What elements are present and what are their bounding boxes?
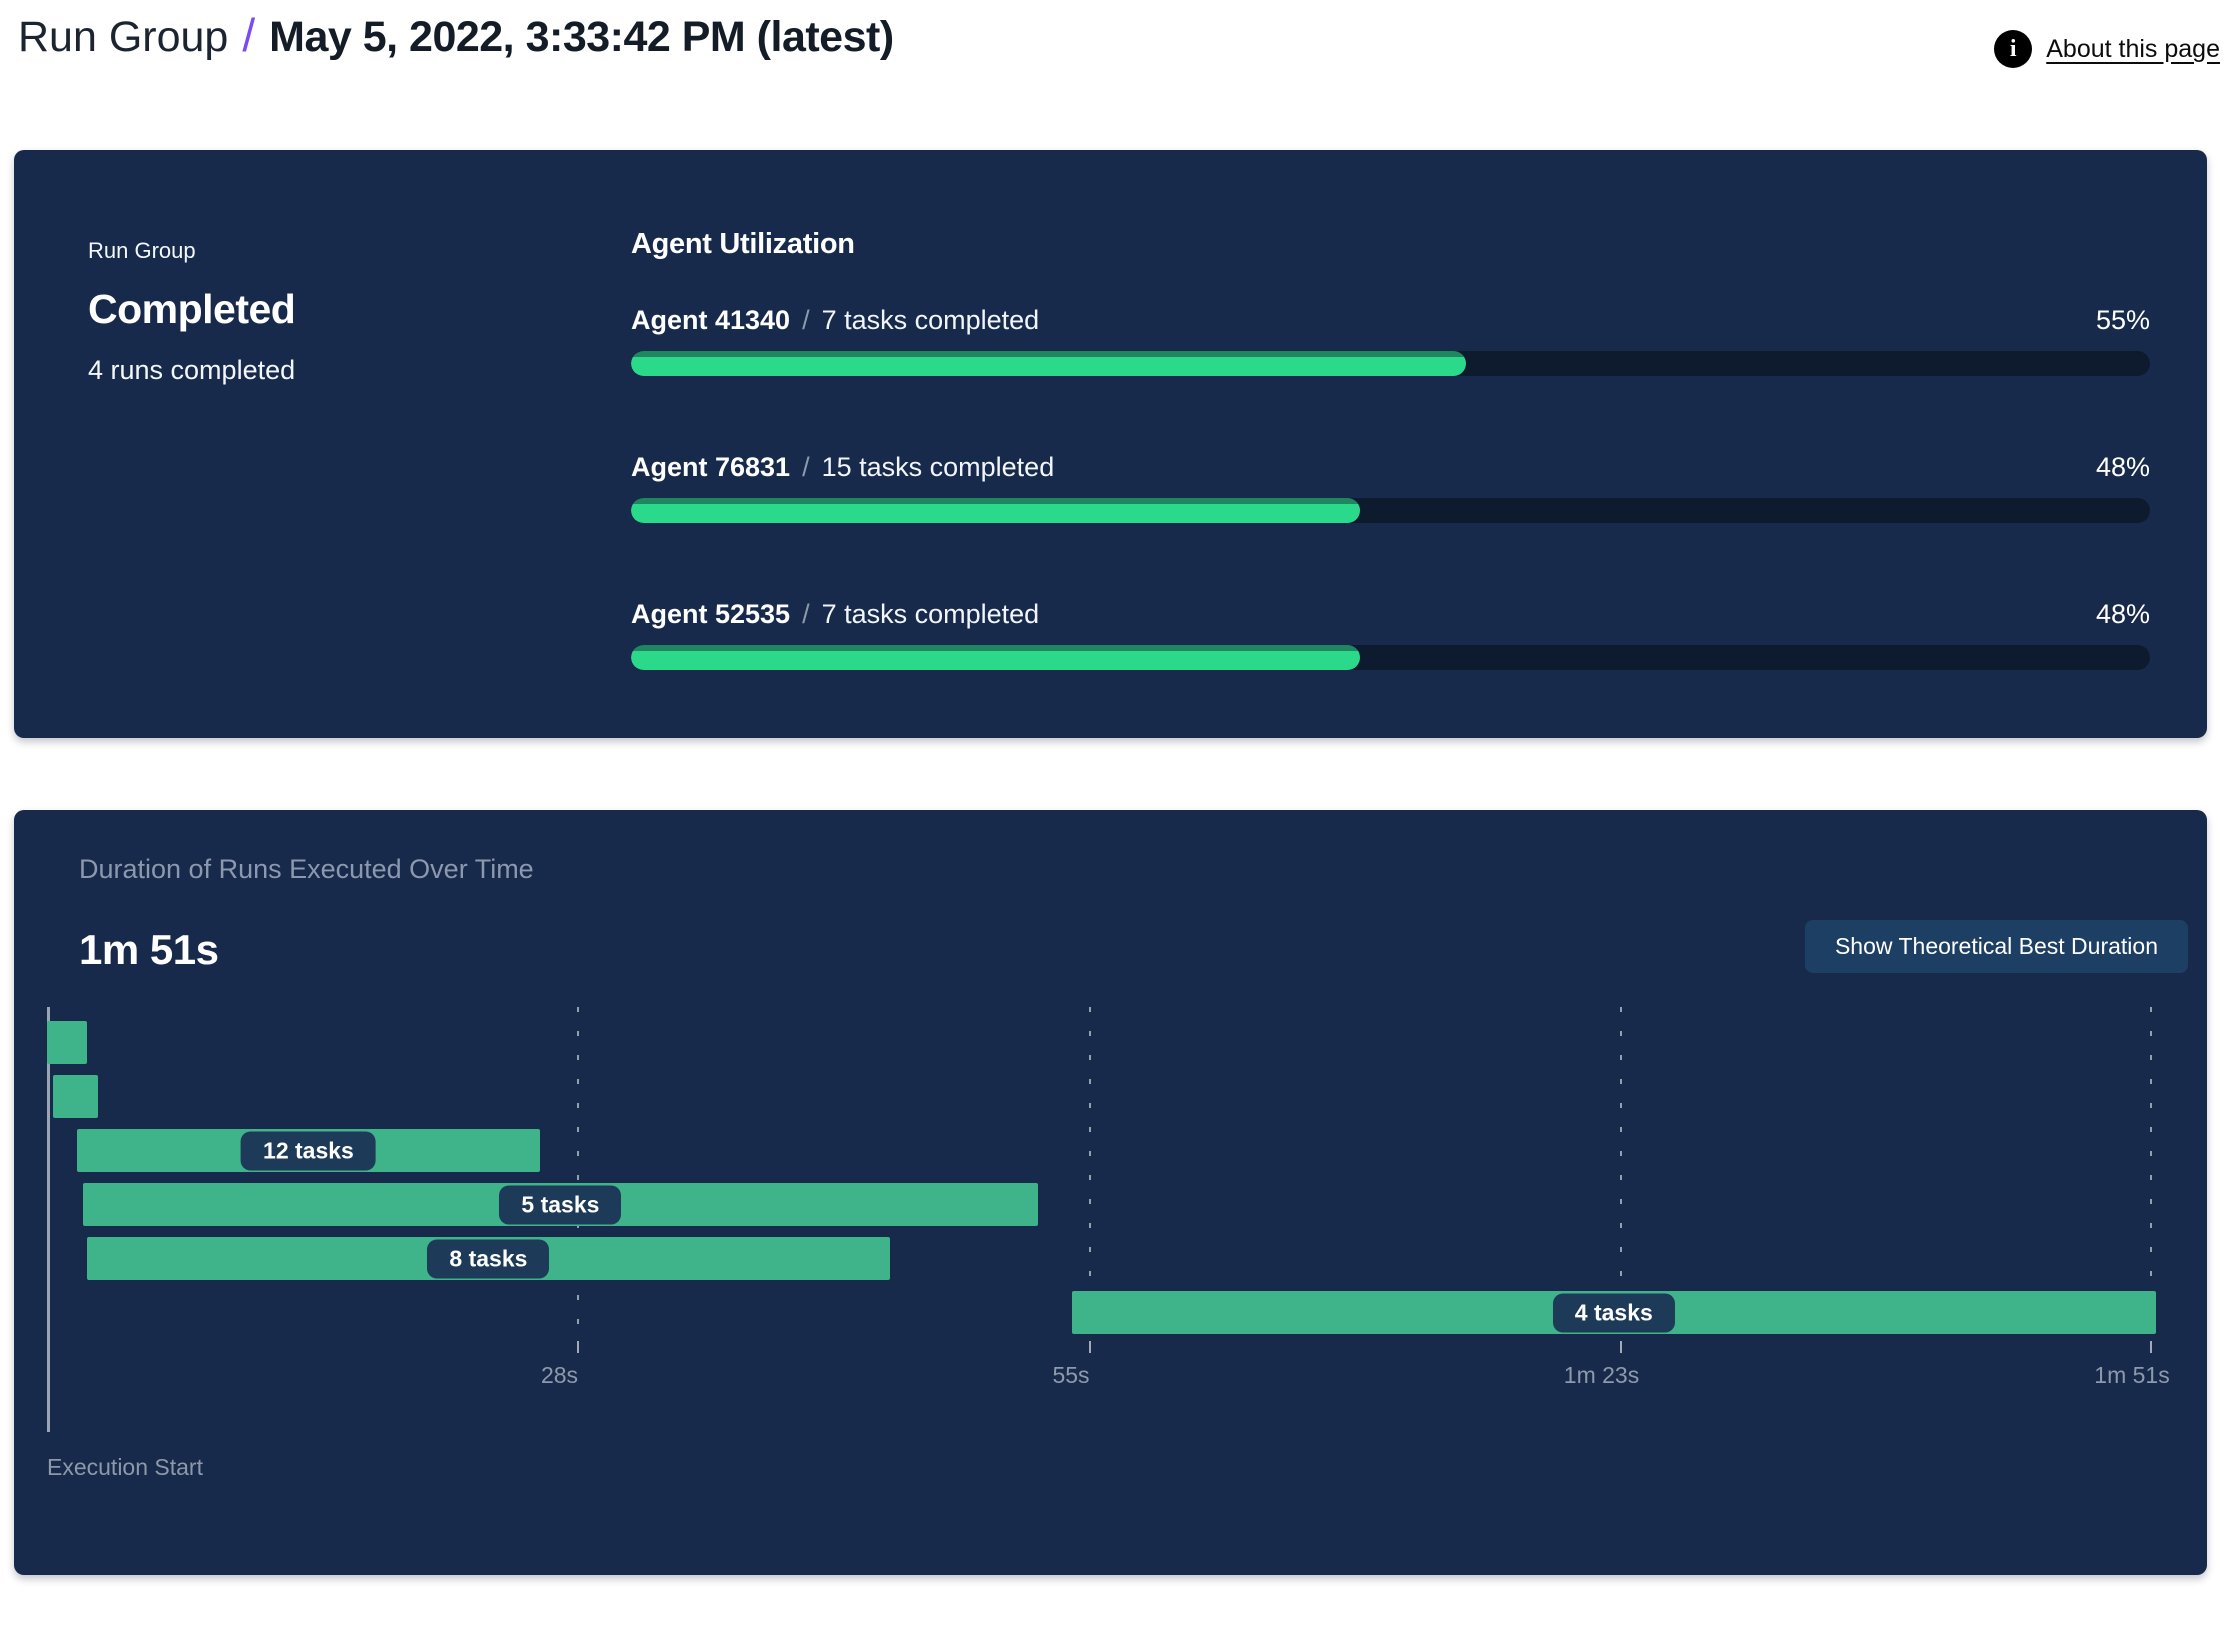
run-bar[interactable]: 12 tasks (77, 1129, 540, 1172)
agent-separator: / (802, 305, 810, 335)
axis-tick-label: 28s (540, 1362, 579, 1388)
info-icon: i (1994, 30, 2033, 68)
utilization-bar-track (631, 498, 2150, 523)
utilization-bar-track (631, 645, 2150, 670)
axis-tick-label: 1m 51s (2094, 1362, 2170, 1388)
breadcrumb-run-group[interactable]: Run Group (18, 13, 229, 61)
agent-row-label: Agent 52535 / 7 tasks completed 48% (631, 599, 2150, 630)
execution-start-label: Execution Start (47, 1454, 203, 1480)
agent-utilization-percent: 55% (2095, 305, 2150, 335)
agent-row-label: Agent 41340 / 7 tasks completed 55% (631, 305, 2150, 336)
run-group-label: Run Group (88, 238, 196, 263)
agent-name: Agent 76831 (631, 452, 791, 482)
run-group-summary: Run Group Completed 4 runs completed (88, 228, 631, 738)
agent-row: Agent 52535 / 7 tasks completed 48% (631, 599, 2150, 670)
axis-tick (2150, 1341, 2152, 1353)
run-bar-task-count-badge: 12 tasks (241, 1131, 376, 1170)
execution-start-axis-line (47, 1007, 50, 1432)
axis-tick (577, 1341, 580, 1353)
agent-row-label: Agent 76831 / 15 tasks completed 48% (631, 452, 2150, 483)
axis-gridline (2150, 1007, 2152, 1341)
utilization-bar-fill (631, 645, 1361, 670)
run-bar[interactable]: 4 tasks (1071, 1291, 2156, 1334)
run-bar[interactable]: 5 tasks (82, 1183, 1038, 1226)
axis-tick (1089, 1341, 1092, 1353)
run-bar[interactable]: 8 tasks (86, 1237, 891, 1280)
agent-tasks-completed: 15 tasks completed (821, 452, 1055, 482)
axis-gridline (1619, 1007, 1622, 1341)
agent-name: Agent 41340 (631, 305, 791, 335)
gantt-chart: Execution Start 28s 55s 1m 23s 1m 51s 12 tas… (14, 810, 2207, 1575)
run-bar-task-count-badge: 5 tasks (499, 1185, 622, 1224)
page-title: Run Group / May 5, 2022, 3:33:42 PM (lat… (18, 8, 894, 62)
duration-chart-title: Duration of Runs Executed Over Time (79, 854, 534, 884)
axis-tick-label: 55s (1052, 1362, 1090, 1388)
axis-tick-label: 1m 23s (1563, 1362, 1640, 1388)
about-this-page-link[interactable]: i About this page (1994, 30, 2220, 68)
agent-utilization-percent: 48% (2095, 599, 2150, 629)
breadcrumb-separator: / (242, 9, 256, 61)
agent-row: Agent 76831 / 15 tasks completed 48% (631, 452, 2150, 523)
agent-tasks-completed: 7 tasks completed (821, 305, 1040, 335)
agent-row: Agent 41340 / 7 tasks completed 55% (631, 305, 2150, 376)
utilization-bar-fill (631, 351, 1467, 376)
axis-gridline (1089, 1007, 1092, 1341)
runs-completed-count: 4 runs completed (88, 355, 296, 385)
agent-separator: / (802, 599, 810, 629)
run-bar[interactable] (47, 1021, 87, 1064)
run-group-summary-panel: Run Group Completed 4 runs completed Age… (14, 150, 2207, 738)
agent-name: Agent 52535 (631, 599, 791, 629)
duration-of-runs-panel: Duration of Runs Executed Over Time 1m 5… (14, 810, 2207, 1575)
about-this-page-label: About this page (2046, 34, 2220, 63)
page-title-date: May 5, 2022, 3:33:42 PM (latest) (269, 13, 894, 61)
run-bar-task-count-badge: 8 tasks (427, 1239, 550, 1278)
utilization-bar-fill (631, 498, 1361, 523)
agent-utilization-title: Agent Utilization (631, 228, 855, 260)
show-theoretical-best-duration-button[interactable]: Show Theoretical Best Duration (1804, 920, 2188, 973)
agent-tasks-completed: 7 tasks completed (821, 599, 1040, 629)
run-bar[interactable] (52, 1075, 99, 1118)
page-header: Run Group / May 5, 2022, 3:33:42 PM (lat… (0, 0, 2240, 110)
run-bar-task-count-badge: 4 tasks (1552, 1293, 1675, 1332)
axis-gridline (577, 1007, 580, 1341)
run-group-status: Completed (88, 286, 296, 332)
axis-tick (1619, 1341, 1622, 1353)
utilization-bar-track (631, 351, 2150, 376)
total-duration-value: 1m 51s (79, 926, 219, 973)
agent-utilization-section: Agent Utilization Agent 41340 / 7 tasks … (631, 228, 2150, 738)
agent-separator: / (802, 452, 810, 482)
agent-utilization-percent: 48% (2095, 452, 2150, 482)
